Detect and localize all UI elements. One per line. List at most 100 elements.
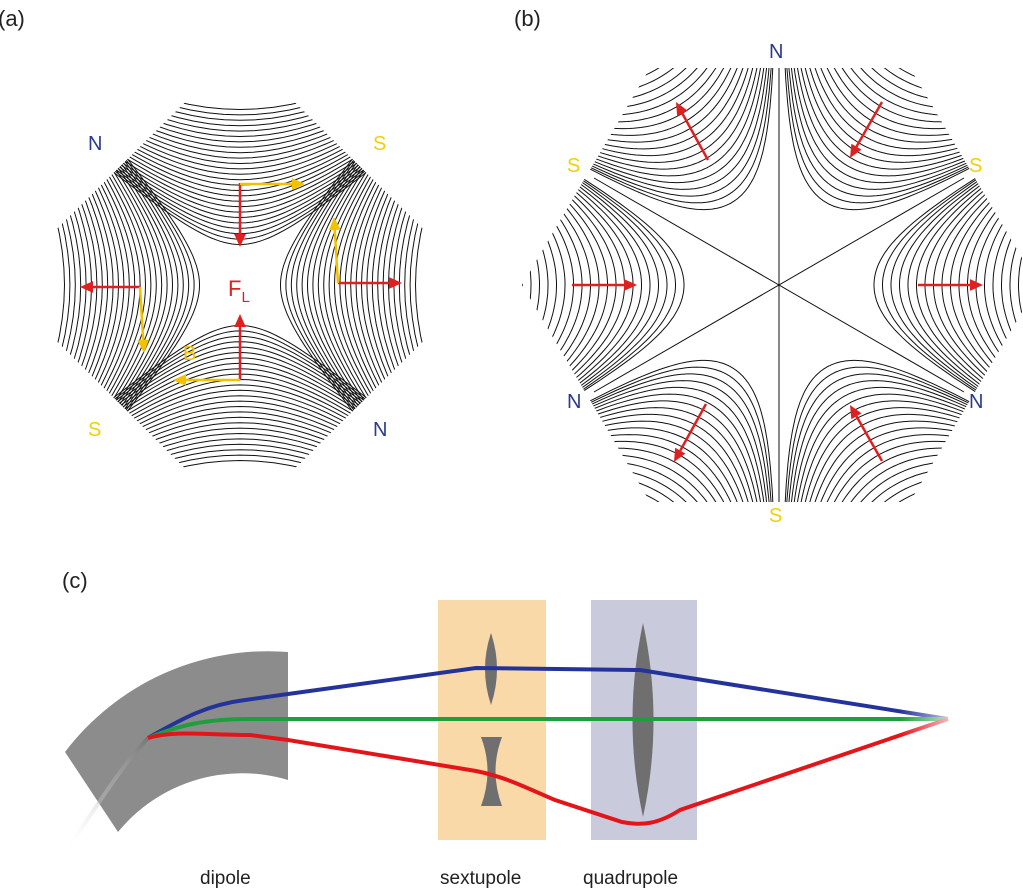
field-line [0, 48, 480, 219]
field-line [522, 68, 773, 190]
field-arrow-right [328, 217, 341, 284]
panel-c-label: (c) [62, 568, 88, 593]
field-line [522, 98, 668, 426]
field-line [522, 123, 549, 437]
field-line [0, 373, 480, 523]
field-line [522, 427, 764, 502]
field-line [522, 68, 756, 116]
field-line [522, 125, 617, 452]
field-line [784, 68, 1023, 184]
field-line [0, 48, 130, 523]
field-line [296, 48, 480, 523]
field-line [328, 48, 480, 523]
field-line [0, 48, 480, 175]
field-line [0, 411, 480, 523]
field-line [0, 368, 480, 523]
pole-label-top: N [769, 41, 783, 63]
field-line [823, 494, 1023, 502]
force-arrow-left [572, 279, 637, 291]
field-line [0, 48, 480, 170]
field-line [796, 434, 1023, 502]
ray-red-path [147, 717, 949, 826]
field-line [0, 351, 480, 523]
field-line [317, 48, 480, 523]
field-line [784, 68, 1023, 197]
field-line [0, 48, 103, 523]
field-line [0, 48, 480, 208]
field-line [0, 459, 480, 523]
field-line [916, 112, 1023, 448]
field-line [785, 380, 1023, 502]
force-arrow-top [234, 183, 246, 247]
field-line [882, 155, 1023, 458]
field-line [360, 48, 480, 523]
field-line [0, 48, 98, 523]
field-line [0, 443, 480, 523]
field-line [818, 488, 1023, 502]
field-line [522, 359, 775, 502]
field-line [806, 461, 1023, 502]
field-line [0, 48, 480, 132]
pole-label-lower-left: N [567, 391, 581, 413]
field-line [0, 48, 480, 116]
field-line [790, 68, 1023, 157]
field-line [792, 427, 1023, 502]
field-line [0, 48, 480, 121]
field-line [816, 68, 1023, 89]
field-line [0, 48, 480, 181]
pole-label-upper-left: S [567, 155, 580, 177]
field-line [0, 346, 480, 523]
sextupole-force-vectors [572, 101, 983, 462]
field-line [0, 48, 66, 523]
field-line [549, 68, 777, 204]
field-line [873, 165, 1023, 444]
field-line [787, 407, 1023, 502]
field-line [0, 416, 480, 523]
field-line [0, 48, 480, 246]
field-line [0, 48, 190, 523]
field-line [0, 48, 168, 523]
field-line [431, 143, 506, 429]
field-line [0, 48, 480, 197]
field-line [807, 467, 1023, 502]
field-line [522, 373, 774, 502]
field-line [393, 48, 480, 523]
field-line [522, 126, 685, 405]
field-line [828, 501, 1023, 502]
field-line [432, 138, 515, 435]
field-line [398, 48, 480, 523]
field-line [0, 362, 480, 523]
field-line [522, 130, 540, 443]
field-line [522, 68, 767, 150]
field-line [0, 48, 125, 523]
field-line [344, 48, 480, 523]
field-line [0, 341, 480, 523]
field-line [781, 359, 990, 502]
field-line [0, 48, 480, 154]
field-line [1009, 133, 1023, 447]
field-line [790, 68, 1023, 150]
field-line [522, 420, 768, 502]
field-line [797, 440, 1023, 502]
field-line [794, 68, 1023, 143]
field-line [795, 68, 1023, 136]
field-line [522, 120, 566, 454]
magnetic-field-label: B [183, 343, 196, 365]
field-line [801, 68, 1023, 116]
field-line [0, 48, 93, 523]
sextupole-field-lines [431, 68, 1023, 502]
field-line [781, 366, 1009, 502]
field-line [781, 373, 1023, 502]
field-line [0, 48, 480, 143]
field-line [783, 68, 1023, 204]
field-line [0, 427, 480, 523]
field-line [0, 48, 480, 138]
field-line [0, 48, 136, 523]
field-line [0, 48, 179, 523]
field-line [0, 48, 152, 523]
force-arrow-upper-left [676, 102, 710, 161]
field-line [522, 129, 557, 445]
field-line [0, 48, 480, 202]
field-line [522, 68, 767, 157]
